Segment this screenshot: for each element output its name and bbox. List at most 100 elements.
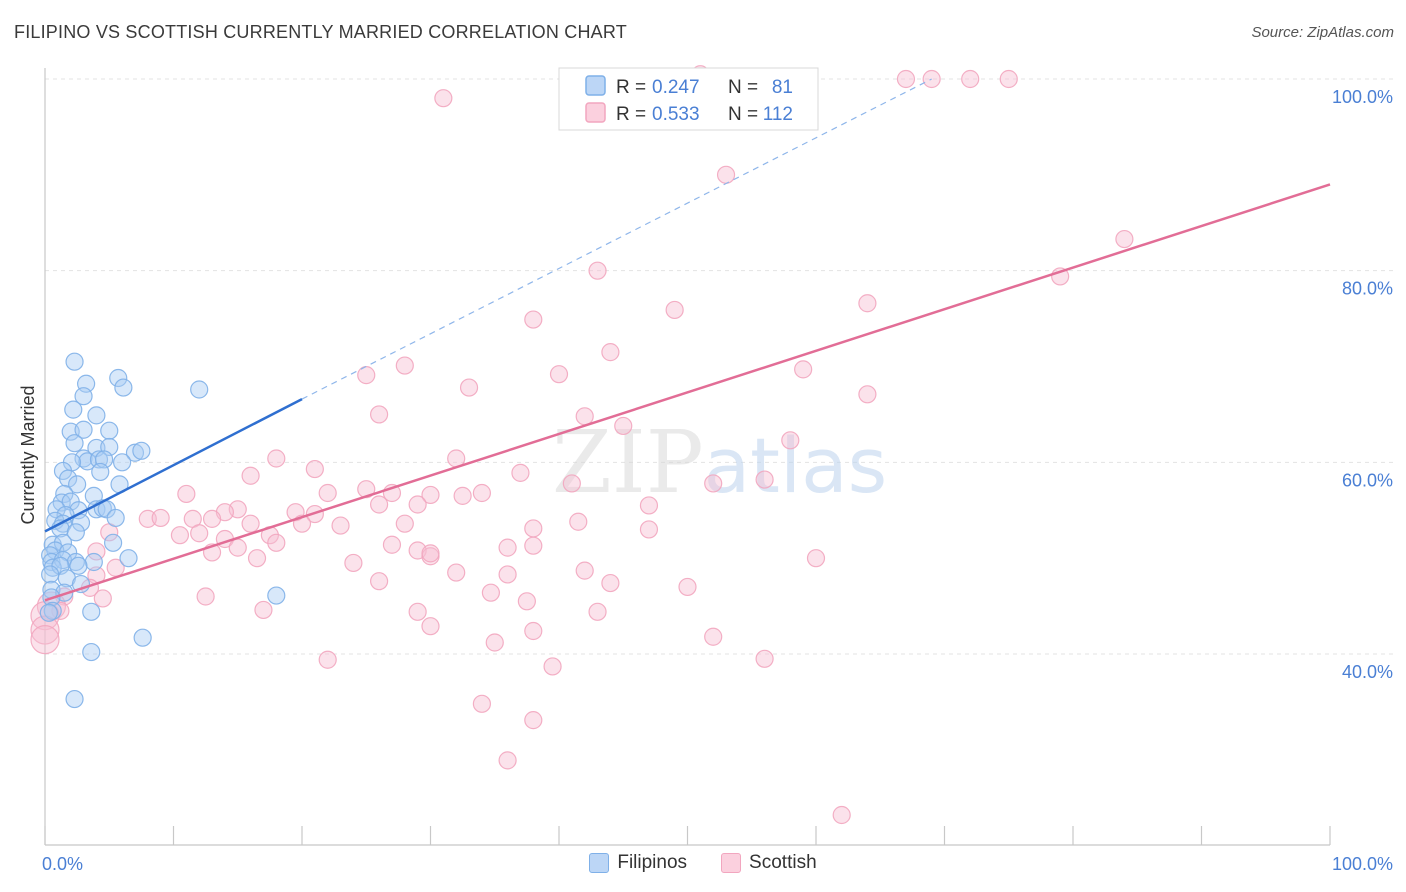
filipino-point (114, 378, 133, 397)
scottish-point (575, 561, 594, 580)
scottish-point (755, 470, 774, 489)
scottish-point (517, 592, 536, 611)
series-legend: Filipinos Scottish (0, 852, 1406, 874)
scottish-point (562, 474, 581, 493)
scottish-point (601, 343, 620, 362)
scottish-point (481, 583, 500, 602)
chart-title: FILIPINO VS SCOTTISH CURRENTLY MARRIED C… (14, 22, 627, 42)
scottish-point (93, 589, 112, 608)
scottish-point (896, 69, 916, 89)
scottish-point (331, 516, 350, 535)
scottish-trend-line (44, 183, 1331, 602)
filipino-point (267, 586, 286, 605)
filipino-point (59, 469, 78, 488)
filipino-point (119, 549, 138, 568)
scottish-point (286, 503, 305, 522)
scottish-point (524, 310, 543, 329)
scottish-point (30, 625, 60, 655)
scottish-point (408, 602, 427, 621)
filipino-point (68, 475, 87, 494)
scottish-point (395, 356, 414, 375)
y-tick-label: 40.0% (1342, 662, 1393, 682)
filipino-point (104, 533, 123, 552)
scottish-point (716, 165, 736, 184)
filipino-point (133, 628, 152, 647)
scottish-point (196, 587, 215, 606)
filipino-point (106, 508, 125, 528)
scottish-point (241, 514, 260, 533)
filipino-point (82, 602, 101, 621)
grid-lines (45, 78, 1395, 655)
scottish-point (318, 650, 337, 669)
y-tick-labels: 40.0% 60.0% 80.0% 100.0% (1332, 87, 1393, 682)
scottish-point (498, 751, 517, 770)
scottish-point (569, 512, 588, 531)
filipino-point (125, 443, 145, 462)
filipino-point (91, 462, 110, 482)
scottish-point (472, 483, 491, 503)
scottish-point (524, 536, 543, 555)
filipino-point (65, 434, 84, 453)
filipinos-stats-swatch (585, 75, 606, 96)
n-value: 81 (772, 77, 793, 98)
scottish-point (434, 89, 453, 108)
stats-legend: R = 0.247 N = 81 R = 0.533 N = 112 (558, 67, 819, 131)
scottish-point (87, 542, 106, 561)
legend-item-filipinos[interactable]: Filipinos (589, 852, 687, 874)
scottish-point (138, 509, 157, 528)
scottish-point (254, 600, 273, 620)
r-label: R = (616, 77, 646, 98)
scottish-point (832, 805, 851, 825)
scottish-point (370, 405, 389, 424)
scottish-point (344, 553, 363, 573)
scottish-swatch (721, 853, 742, 873)
filipino-point (41, 565, 60, 584)
r-value: 0.247 (652, 77, 700, 98)
legend-item-scottish[interactable]: Scottish (721, 852, 817, 874)
scottish-point (704, 474, 723, 493)
filipino-point (69, 556, 88, 575)
scottish-point (202, 509, 222, 528)
scottish-point (1115, 229, 1134, 249)
scottish-point (318, 483, 337, 503)
filipino-point (87, 406, 106, 425)
scottish-point (549, 365, 569, 384)
legend-label-filipinos: Filipinos (617, 852, 688, 873)
y-tick-label: 80.0% (1342, 279, 1393, 299)
scottish-point (999, 69, 1018, 89)
scottish-point (639, 520, 659, 539)
scottish-point (485, 633, 504, 652)
filipino-point (39, 603, 58, 622)
y-axis-label: Currently Married (18, 385, 38, 524)
scottish-point (177, 484, 196, 504)
n-label: N = (728, 77, 758, 98)
filipino-point (66, 523, 85, 542)
filipinos-swatch (589, 853, 610, 873)
scottish-stats-swatch (585, 102, 606, 123)
trend-lines (44, 78, 1331, 602)
scottish-point (858, 385, 877, 404)
scottish-point (395, 514, 414, 533)
scottish-point (806, 549, 826, 568)
scottish-point (357, 366, 376, 385)
r-label: R = (616, 104, 646, 125)
x-tick-label: 100.0% (1332, 854, 1393, 874)
scottish-point (267, 449, 286, 468)
filipino-trend-extension (301, 78, 932, 400)
y-tick-label: 100.0% (1332, 87, 1393, 107)
scottish-point (524, 519, 543, 538)
scottish-point (151, 508, 170, 528)
scottish-point (524, 711, 543, 730)
r-value: 0.533 (652, 104, 700, 125)
filipino-point (112, 453, 132, 472)
scottish-point (30, 615, 60, 645)
scottish-point (498, 565, 517, 584)
filipino-point (74, 387, 93, 406)
n-label: N = (728, 104, 758, 125)
filipino-point (64, 400, 83, 419)
source-label: Source: ZipAtlas.com (1251, 24, 1394, 41)
scottish-point (421, 617, 440, 636)
scottish-point (614, 416, 633, 436)
n-value: 112 (763, 104, 793, 125)
